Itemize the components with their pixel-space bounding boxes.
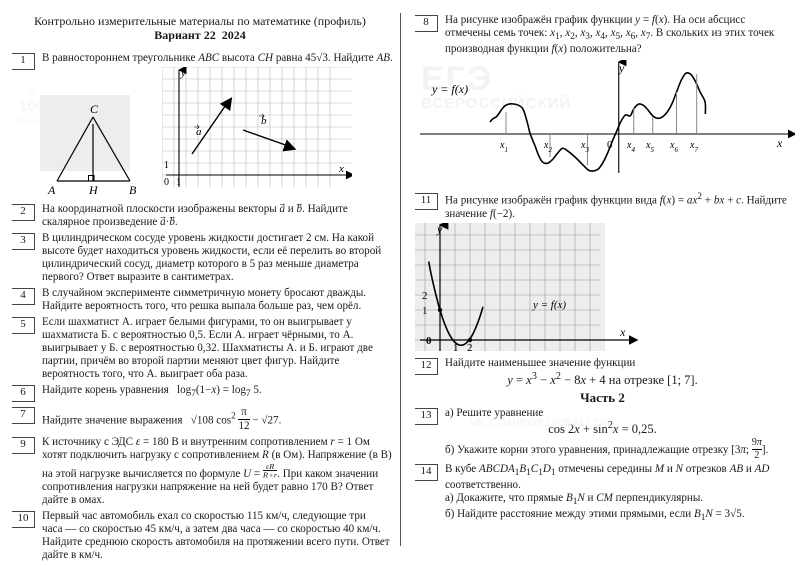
svg-text:x4: x4 (626, 140, 635, 154)
svg-text:x1: x1 (499, 140, 508, 154)
svg-text:y = f(x): y = f(x) (431, 82, 468, 96)
svg-text:0: 0 (607, 139, 613, 151)
svg-text:x: x (619, 325, 626, 339)
svg-text:x3: x3 (580, 140, 589, 154)
svg-text:x5: x5 (645, 140, 654, 154)
svg-text:1: 1 (176, 177, 181, 188)
svg-text:A: A (47, 183, 56, 197)
svg-text:C: C (90, 102, 99, 116)
svg-text:1: 1 (422, 305, 428, 317)
svg-text:x2: x2 (543, 140, 552, 154)
svg-text:y: y (180, 67, 186, 79)
svg-text:0: 0 (164, 177, 169, 188)
svg-text:x6: x6 (669, 140, 678, 154)
svg-text:b: b (261, 115, 267, 127)
svg-text:x7: x7 (689, 140, 698, 154)
svg-text:0: 0 (426, 335, 432, 347)
svg-text:x: x (338, 163, 344, 175)
svg-text:y: y (618, 61, 625, 75)
svg-text:1: 1 (164, 160, 169, 171)
svg-text:1: 1 (453, 342, 459, 354)
svg-text:x: x (776, 136, 783, 150)
svg-text:2: 2 (467, 342, 473, 354)
svg-text:a: a (196, 126, 202, 138)
svg-text:y = f(x): y = f(x) (532, 299, 566, 311)
svg-text:y: y (436, 223, 443, 236)
svg-text:2: 2 (422, 290, 428, 302)
svg-text:H: H (88, 183, 99, 197)
svg-text:B: B (129, 183, 137, 197)
